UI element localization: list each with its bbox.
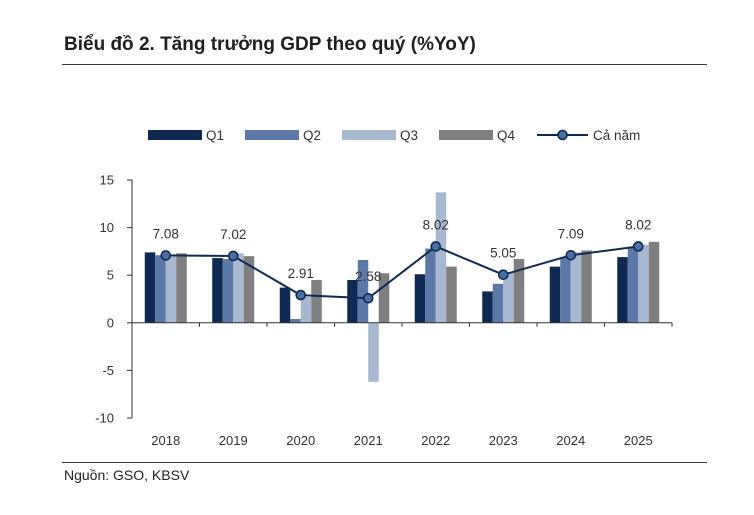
x-tick-label: 2022 [421,433,450,448]
bar-q3-2023 [503,272,514,323]
chart-title: Biểu đồ 2. Tăng trưởng GDP theo quý (%Yo… [64,34,476,55]
bar-q2-2022 [425,248,436,323]
bar-q2-2023 [492,283,504,323]
legend-swatch-q3 [342,130,396,140]
bar-q1-2019 [212,258,223,323]
bar-q4-2023 [513,259,525,323]
legend-label-q4: Q4 [497,128,516,143]
legend-label-q2: Q2 [303,128,321,143]
x-tick-label: 2023 [489,433,518,448]
y-tick-label: 15 [100,173,114,188]
x-tick-label: 2021 [354,433,383,448]
x-tick-label: 2024 [556,433,585,448]
x-tick-label: 2019 [219,433,248,448]
legend-marker-annual [557,129,568,141]
y-tick-label: 0 [107,315,114,330]
annual-point-2022 [430,241,442,252]
y-tick-label: -5 [102,363,114,378]
annual-data-label: 5.05 [490,246,516,261]
annual-point-2021 [362,292,374,304]
source-divider [62,462,707,463]
bar-q1-2022 [414,274,426,323]
source-note: Nguồn: GSO, KBSV [64,467,190,483]
annual-point-2020 [295,289,307,301]
bar-q3-2019 [233,253,244,323]
x-tick-label: 2025 [624,433,653,448]
bar-q4-2018 [176,253,187,323]
bar-q3-2021 [368,322,379,382]
bar-q2-2025 [627,246,639,323]
bar-q4-2025 [648,241,660,323]
bar-q4-2021 [378,273,390,323]
legend-swatch-q2 [245,130,299,140]
annual-growth-line [165,245,639,300]
bar-q1-2020 [279,287,291,323]
annual-point-2019 [227,250,239,262]
annual-data-label: 7.09 [558,226,584,241]
bar-q1-2025 [617,257,628,323]
annual-data-label: 7.02 [220,227,246,242]
bar-q2-2024 [560,257,571,323]
annual-data-label: 2.91 [288,266,314,281]
y-tick-label: -10 [95,411,114,426]
annual-point-2024 [565,250,577,261]
title-divider [62,64,707,65]
legend-swatch-q1 [148,130,202,140]
annual-point-2023 [497,269,509,281]
bar-q1-2023 [482,291,493,323]
bar-q3-2018 [165,256,177,323]
bar-q2-2019 [222,259,234,323]
bar-q1-2018 [144,252,156,323]
bar-q3-2022 [435,192,447,323]
legend-label-q1: Q1 [206,128,224,143]
annual-data-label: 8.02 [625,217,651,232]
annual-data-label: 7.08 [153,226,179,241]
bar-q2-2018 [155,255,166,323]
bar-q1-2024 [549,266,561,323]
bar-q3-2020 [300,297,312,323]
bar-q4-2022 [446,266,457,323]
legend-swatch-q4 [439,130,493,140]
annual-data-label: 8.02 [423,217,449,232]
bar-q2-2020 [290,318,301,323]
bar-q3-2025 [638,244,649,323]
bar-q4-2024 [581,250,592,323]
y-tick-label: 5 [107,268,114,283]
bar-q3-2024 [570,252,582,323]
annual-point-2018 [160,250,172,261]
x-tick-label: 2018 [151,433,180,448]
legend-label-q3: Q3 [400,128,418,143]
bar-q1-2021 [347,279,358,323]
annual-point-2025 [632,241,644,252]
bar-q4-2019 [243,256,255,323]
y-tick-label: 10 [100,220,114,235]
bar-q4-2020 [311,279,322,323]
legend-label-annual: Cả năm [593,128,640,143]
bar-q2-2021 [357,259,369,323]
annual-data-label: 2.58 [355,269,381,284]
x-tick-label: 2020 [286,433,315,448]
